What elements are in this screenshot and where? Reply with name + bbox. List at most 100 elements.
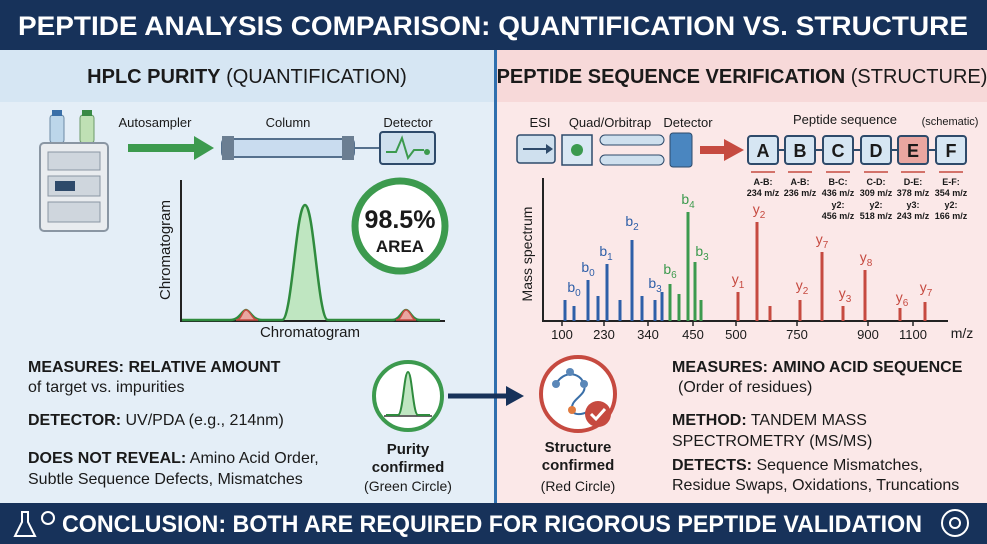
left-title: HPLC PURITY (QUANTIFICATION) (87, 66, 407, 88)
y-axis-label: Mass spectrum (519, 207, 535, 302)
residue-box (935, 135, 967, 165)
peak-ion: y (920, 279, 927, 295)
hplc-instrument-part (47, 151, 101, 171)
x-tick-label: 500 (725, 327, 747, 342)
peak-index: 2 (633, 222, 639, 233)
y-axis-label: Chromatogram (157, 200, 174, 300)
fragment-ion: A-B: (754, 177, 773, 187)
right-title-bold: PEPTIDE SEQUENCE VERIFICATION (497, 66, 846, 88)
fragment-ion: y2: (831, 200, 844, 210)
instrument-label: ESI (530, 115, 551, 130)
purity-icon-part (386, 370, 430, 416)
structure-note: (Red Circle) (541, 478, 616, 494)
x-tick-label: 1100 (899, 327, 927, 342)
fragment-ion: E-F: (942, 177, 960, 187)
peak-label: b3 (648, 275, 662, 295)
peak-ion: b (625, 213, 633, 229)
structure-icon-part (589, 407, 607, 422)
fragment-ion: y2: (869, 200, 882, 210)
instrument-label: Autosampler (119, 115, 193, 130)
residue-label: B (794, 141, 807, 161)
peak-label: b0 (567, 279, 581, 299)
peak-label: y1 (732, 271, 745, 291)
hplc-instrument (39, 110, 109, 232)
peak-label: b2 (625, 213, 639, 233)
peak-label: y7 (816, 231, 829, 251)
peak-index: 2 (803, 286, 809, 297)
peak-ion: b (648, 275, 656, 291)
purity-note: (Green Circle) (364, 478, 452, 494)
peak-ion: b (681, 191, 689, 207)
hplc-instrument-part (47, 201, 101, 223)
residues: A B C D E F (747, 135, 967, 173)
peak-index: 6 (903, 298, 909, 309)
hplc-column-part (222, 136, 234, 160)
note-heading: MEASURES: AMINO ACID SEQUENCE (672, 359, 963, 376)
peak-index: 0 (575, 288, 581, 299)
ms-instruments-part (571, 144, 583, 156)
fragment-ion: C-D: (867, 177, 886, 187)
footer-icons-part (13, 511, 37, 537)
footer-conclusion: CONCLUSION: BOTH ARE REQUIRED FOR RIGORO… (62, 511, 922, 538)
ms-instruments-part (669, 132, 693, 168)
peak-ion: b (599, 243, 607, 259)
right-title: PEPTIDE SEQUENCE VERIFICATION (STRUCTURE… (497, 66, 987, 88)
hplc-detector-part (424, 149, 430, 155)
hplc-column-part (221, 138, 355, 158)
peak-label: y6 (896, 289, 909, 309)
note-text: UV/PDA (e.g., 214nm) (126, 412, 284, 429)
footer-icons-part (941, 509, 969, 537)
peak-index: 1 (607, 252, 613, 263)
x-tick-label: 450 (682, 327, 704, 342)
note-line: DETECTOR: UV/PDA (e.g., 214nm) (28, 412, 284, 429)
footer-icons-part (41, 511, 55, 525)
footer-icons-part (949, 517, 961, 529)
note-text: TANDEM MASS (751, 412, 867, 429)
note-line: METHOD: TANDEM MASS (672, 412, 867, 429)
peak-index: 2 (760, 210, 766, 221)
note-text: Residue Swaps, Oxidations, Truncations (672, 477, 959, 494)
peak-ion: b (695, 243, 703, 259)
purity-icon (372, 360, 444, 432)
peak-ion: b (567, 279, 575, 295)
x-axis-unit: m/z (951, 325, 974, 341)
background-part (497, 50, 987, 102)
note-text: SPECTROMETRY (MS/MS) (672, 433, 872, 450)
header-title: PEPTIDE ANALYSIS COMPARISON: QUANTIFICAT… (18, 11, 968, 41)
note-heading: DETECTS: (672, 457, 752, 474)
right-title-normal: (STRUCTURE) (851, 66, 987, 88)
background-part (0, 0, 987, 50)
background-part (0, 50, 494, 102)
flow-arrow (128, 136, 214, 160)
peak-index: 0 (589, 268, 595, 279)
hplc-detector-part (379, 131, 436, 165)
fragment-mz: 234 m/z (747, 188, 780, 198)
peak-label: y2 (753, 201, 766, 221)
fragment-mz: 436 m/z (822, 188, 855, 198)
note-text: (Order of residues) (678, 379, 812, 396)
ms-instruments-part (724, 139, 744, 161)
peak-index: 7 (927, 288, 933, 299)
peak-label: y8 (860, 249, 873, 269)
impurity-peaks (235, 309, 417, 321)
fragment-mz: 166 m/z (935, 211, 968, 221)
ms-instruments-part (599, 134, 665, 146)
transition-arrow (448, 386, 524, 406)
x-tick-label: 100 (551, 327, 573, 342)
ms-instruments-part (546, 144, 553, 154)
peak-index: 8 (867, 258, 873, 269)
peak-index: 3 (656, 284, 662, 295)
hplc-detector (379, 131, 436, 165)
residue-label: E (907, 141, 919, 161)
peak-ion: b (663, 261, 671, 277)
flow-arrow-part (194, 136, 214, 160)
x-tick-label: 900 (857, 327, 879, 342)
badge-value: 98.5% (365, 206, 436, 234)
instrument-label: Detector (663, 115, 713, 130)
x-tick-label: 750 (786, 327, 808, 342)
note-line: DETECTS: Sequence Mismatches, (672, 457, 923, 474)
badge-label: AREA (376, 237, 424, 256)
